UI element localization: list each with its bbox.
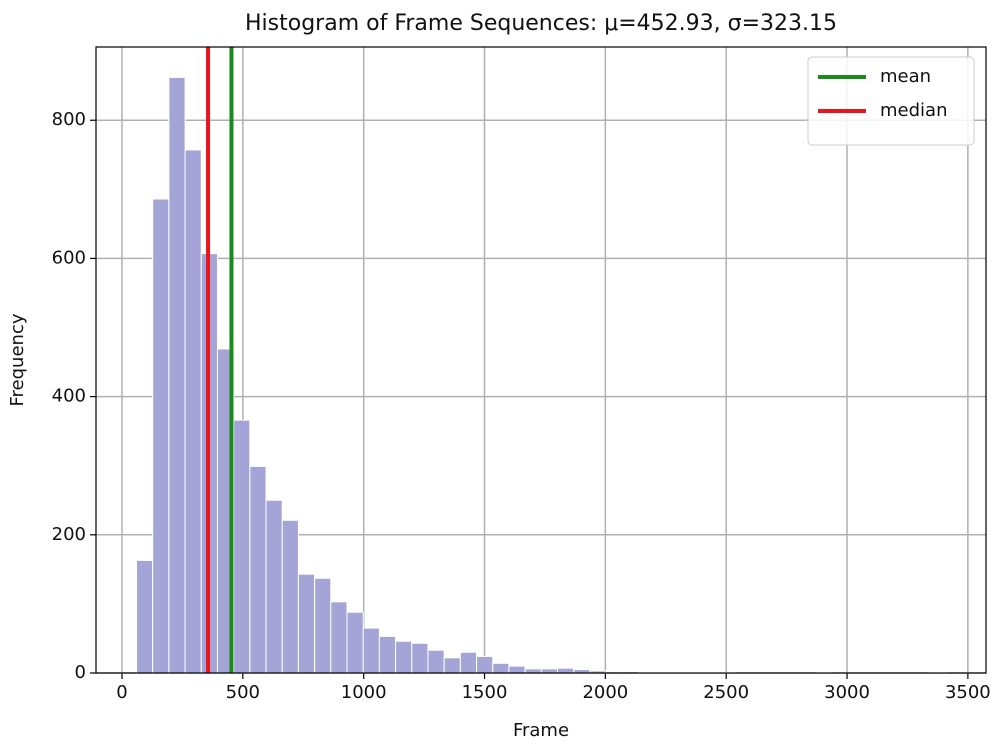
x-tick-label: 1000 [341, 682, 387, 703]
plot-frame [95, 46, 987, 674]
bar [557, 667, 575, 674]
bar [508, 665, 526, 674]
x-tick-label: 2000 [582, 682, 628, 703]
bar [168, 76, 186, 674]
bar [249, 465, 267, 674]
x-tick-label: 0 [116, 682, 127, 703]
bar [378, 635, 397, 674]
bar [281, 519, 299, 674]
bar [362, 627, 380, 674]
x-tick-label: 3000 [824, 682, 870, 703]
bar [152, 198, 170, 674]
bar [233, 419, 251, 674]
bar [184, 149, 202, 674]
chart-title: Histogram of Frame Sequences: μ=452.93, … [245, 11, 837, 36]
bar [395, 640, 413, 674]
bar [314, 577, 332, 674]
bar [346, 611, 364, 674]
bar [524, 668, 542, 674]
y-tick-label: 200 [52, 524, 86, 545]
legend-label: mean [880, 66, 931, 87]
bar [459, 651, 478, 674]
bar [476, 655, 494, 674]
x-axis-label: Frame [513, 720, 569, 741]
x-tick-label: 1500 [462, 682, 508, 703]
bar [443, 657, 461, 674]
bar [136, 559, 154, 674]
y-tick-label: 600 [52, 247, 86, 268]
bar [265, 499, 283, 674]
bar [411, 642, 429, 674]
x-tick-label: 2500 [703, 682, 749, 703]
x-tick-label: 500 [226, 682, 260, 703]
legend-label: median [880, 100, 947, 121]
bar [492, 662, 510, 674]
bar [297, 573, 316, 674]
y-tick-label: 400 [52, 386, 86, 407]
bar [427, 649, 445, 674]
y-axis-label: Frequency [7, 313, 28, 406]
x-tick-label: 3500 [945, 682, 991, 703]
bar [540, 668, 559, 674]
y-tick-label: 0 [75, 662, 86, 683]
bar [330, 601, 348, 674]
y-tick-label: 800 [52, 109, 86, 130]
